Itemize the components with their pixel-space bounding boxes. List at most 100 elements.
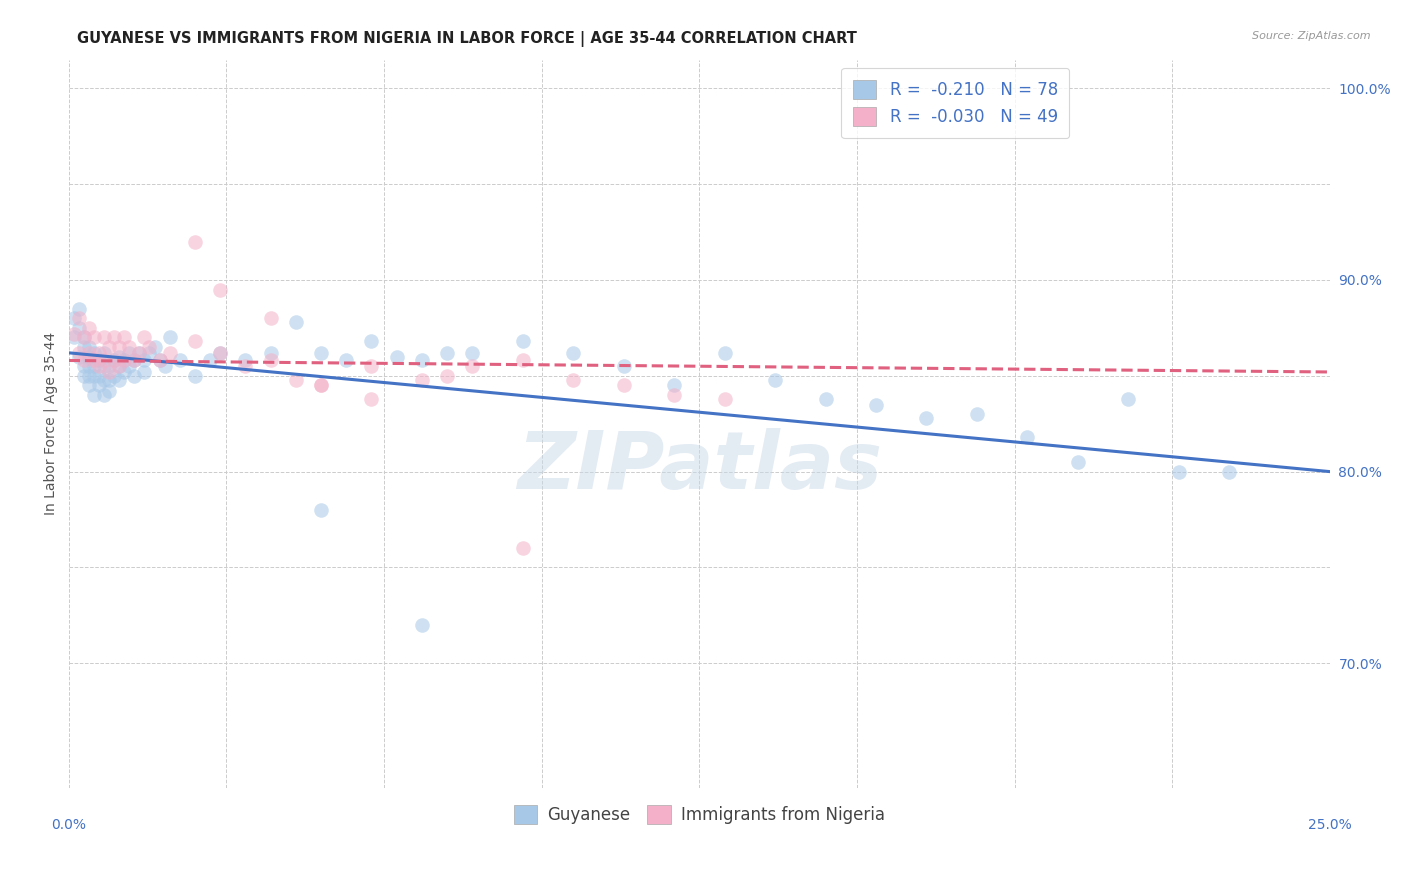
Point <box>73 340 96 354</box>
Point <box>259 346 281 360</box>
Point <box>360 359 382 374</box>
Point <box>134 353 156 368</box>
Point <box>209 283 232 297</box>
Point <box>613 378 636 392</box>
Legend: Guyanese, Immigrants from Nigeria: Guyanese, Immigrants from Nigeria <box>508 798 891 830</box>
Point <box>118 359 141 374</box>
Point <box>1067 455 1090 469</box>
Point <box>713 392 735 406</box>
Point <box>108 350 131 364</box>
Point <box>98 359 121 374</box>
Point <box>184 368 207 383</box>
Point <box>184 334 207 349</box>
Point <box>128 346 150 360</box>
Point <box>138 346 160 360</box>
Point <box>512 541 534 556</box>
Point <box>77 359 100 374</box>
Point <box>112 330 135 344</box>
Point <box>436 346 458 360</box>
Point <box>103 368 125 383</box>
Point <box>83 359 105 374</box>
Point <box>169 353 191 368</box>
Point <box>1017 430 1039 444</box>
Point <box>112 365 135 379</box>
Point <box>103 330 125 344</box>
Point <box>148 353 170 368</box>
Point <box>436 368 458 383</box>
Point <box>335 353 357 368</box>
Text: 25.0%: 25.0% <box>1308 818 1353 832</box>
Point <box>134 365 156 379</box>
Point <box>124 353 146 368</box>
Point <box>108 359 131 374</box>
Point <box>411 618 433 632</box>
Point <box>138 340 160 354</box>
Point <box>512 353 534 368</box>
Point <box>77 378 100 392</box>
Point <box>562 373 585 387</box>
Point <box>77 350 100 364</box>
Point <box>83 346 105 360</box>
Point <box>73 353 96 368</box>
Point <box>613 359 636 374</box>
Point <box>233 359 256 374</box>
Point <box>662 378 685 392</box>
Point <box>461 359 484 374</box>
Point <box>309 503 332 517</box>
Point <box>309 346 332 360</box>
Point <box>87 353 110 368</box>
Point <box>73 359 96 374</box>
Point <box>87 346 110 360</box>
Point <box>83 353 105 368</box>
Point <box>198 353 221 368</box>
Point <box>98 365 121 379</box>
Point <box>103 353 125 368</box>
Point <box>77 346 100 360</box>
Point <box>62 326 84 341</box>
Point <box>73 368 96 383</box>
Y-axis label: In Labor Force | Age 35-44: In Labor Force | Age 35-44 <box>44 332 58 516</box>
Point <box>159 330 181 344</box>
Point <box>360 392 382 406</box>
Point <box>915 411 938 425</box>
Point <box>1167 465 1189 479</box>
Point <box>77 321 100 335</box>
Point <box>87 368 110 383</box>
Point <box>124 368 146 383</box>
Point <box>67 311 90 326</box>
Point <box>512 334 534 349</box>
Point <box>763 373 786 387</box>
Point <box>662 388 685 402</box>
Point <box>143 340 166 354</box>
Point <box>259 353 281 368</box>
Point <box>112 353 135 368</box>
Point <box>209 346 232 360</box>
Point <box>184 235 207 249</box>
Point <box>93 353 115 368</box>
Point <box>87 378 110 392</box>
Point <box>118 346 141 360</box>
Point <box>73 330 96 344</box>
Point <box>87 359 110 374</box>
Point <box>124 353 146 368</box>
Point <box>83 330 105 344</box>
Point <box>209 346 232 360</box>
Point <box>411 353 433 368</box>
Point <box>360 334 382 349</box>
Point <box>62 311 84 326</box>
Point <box>93 373 115 387</box>
Point <box>77 340 100 354</box>
Point <box>108 359 131 374</box>
Point <box>67 346 90 360</box>
Point <box>128 346 150 360</box>
Point <box>309 378 332 392</box>
Point <box>134 330 156 344</box>
Point <box>83 388 105 402</box>
Point <box>284 315 307 329</box>
Point <box>98 373 121 387</box>
Point <box>562 346 585 360</box>
Point <box>814 392 837 406</box>
Point <box>73 330 96 344</box>
Point <box>118 340 141 354</box>
Point <box>103 353 125 368</box>
